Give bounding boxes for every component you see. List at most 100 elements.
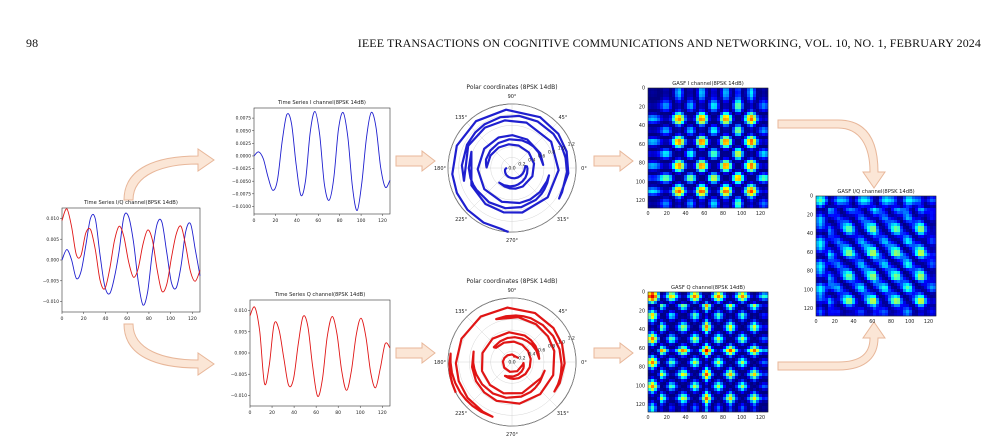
heatmap-cell <box>729 172 733 176</box>
heatmap-cell <box>741 295 745 299</box>
heatmap-cell <box>894 280 898 284</box>
heatmap-cell <box>855 235 859 239</box>
heatmap-cell <box>735 337 739 341</box>
heatmap-cell <box>885 247 889 251</box>
heatmap-cell <box>714 298 718 302</box>
heatmap-cell <box>927 262 931 266</box>
heatmap-cell <box>756 349 760 353</box>
heatmap-cell <box>732 382 736 386</box>
heatmap-cell <box>699 106 703 110</box>
heatmap-cell <box>681 388 685 392</box>
heatmap-cell <box>669 328 673 332</box>
heatmap-cell <box>747 145 751 149</box>
heatmap-cell <box>756 319 760 323</box>
heatmap-cell <box>888 259 892 263</box>
heatmap-cell <box>684 109 688 113</box>
heatmap-cell <box>819 241 823 245</box>
heatmap-cell <box>693 355 697 359</box>
heatmap-cell <box>702 121 706 125</box>
heatmap-cell <box>711 379 715 383</box>
heatmap-cell <box>738 100 742 104</box>
heatmap-cell <box>834 262 838 266</box>
heatmap-cell <box>702 169 706 173</box>
heatmap-cell <box>654 160 658 164</box>
heatmap-cell <box>738 145 742 149</box>
heatmap-cell <box>855 211 859 215</box>
heatmap-cell <box>867 274 871 278</box>
heatmap-cell <box>699 190 703 194</box>
heatmap-cell <box>672 193 676 197</box>
heatmap-cell <box>654 181 658 185</box>
heatmap-cell <box>762 88 766 92</box>
heatmap-cell <box>663 106 667 110</box>
heatmap-cell <box>651 349 655 353</box>
heatmap-cell <box>891 286 895 290</box>
heatmap-cell <box>750 91 754 95</box>
heatmap-cell <box>681 166 685 170</box>
heatmap-cell <box>849 280 853 284</box>
heatmap-cell <box>828 298 832 302</box>
heatmap-cell <box>723 178 727 182</box>
heatmap-cell <box>738 94 742 98</box>
heatmap-cell <box>885 301 889 305</box>
heatmap-cell <box>930 262 934 266</box>
heatmap-cell <box>873 310 877 314</box>
heatmap-cell <box>894 205 898 209</box>
heatmap-cell <box>657 292 661 296</box>
heatmap-cell <box>747 313 751 317</box>
heatmap-cell <box>726 313 730 317</box>
heatmap-cell <box>873 265 877 269</box>
heatmap-cell <box>744 94 748 98</box>
heatmap-cell <box>714 355 718 359</box>
heatmap-cell <box>648 349 652 353</box>
heatmap-cell <box>708 295 712 299</box>
heatmap-cell <box>750 118 754 122</box>
heatmap-cell <box>744 124 748 128</box>
heatmap-cell <box>756 301 760 305</box>
heatmap-cell <box>663 301 667 305</box>
heatmap-cell <box>651 346 655 350</box>
heatmap-cell <box>828 199 832 203</box>
heatmap-cell <box>672 178 676 182</box>
heatmap-cell <box>729 88 733 92</box>
heatmap-cell <box>765 157 769 161</box>
heatmap-cell <box>708 145 712 149</box>
radial-tick-label: 0.8 <box>548 150 555 156</box>
heatmap-cell <box>861 304 865 308</box>
heatmap-cell <box>756 403 760 407</box>
heatmap-cell <box>909 238 913 242</box>
heatmap-cell <box>852 247 856 251</box>
heatmap-cell <box>753 325 757 329</box>
heatmap-cell <box>669 196 673 200</box>
heatmap-cell <box>660 115 664 119</box>
heatmap-cell <box>867 253 871 257</box>
heatmap-cell <box>657 391 661 395</box>
heatmap-cell <box>693 391 697 395</box>
heatmap-cell <box>696 112 700 116</box>
heatmap-cell <box>723 133 727 137</box>
heatmap-cell <box>867 262 871 266</box>
heatmap-cell <box>696 151 700 155</box>
heatmap-cell <box>708 313 712 317</box>
heatmap-cell <box>888 202 892 206</box>
heatmap-cell <box>816 211 820 215</box>
heatmap-cell <box>750 106 754 110</box>
heatmap-cell <box>651 94 655 98</box>
heatmap-cell <box>669 148 673 152</box>
heatmap-cell <box>729 169 733 173</box>
heatmap-cell <box>657 313 661 317</box>
heatmap-cell <box>681 304 685 308</box>
heatmap-cell <box>699 370 703 374</box>
heatmap-cell <box>882 277 886 281</box>
heatmap-cell <box>840 268 844 272</box>
heatmap-cell <box>675 103 679 107</box>
heatmap-cell <box>927 256 931 260</box>
heatmap-cell <box>741 367 745 371</box>
heatmap-cell <box>831 220 835 224</box>
heatmap-cell <box>837 238 841 242</box>
heatmap-cell <box>909 211 913 215</box>
heatmap-cell <box>885 265 889 269</box>
heatmap-cell <box>819 283 823 287</box>
heatmap-cell <box>654 190 658 194</box>
heatmap-cell <box>735 370 739 374</box>
